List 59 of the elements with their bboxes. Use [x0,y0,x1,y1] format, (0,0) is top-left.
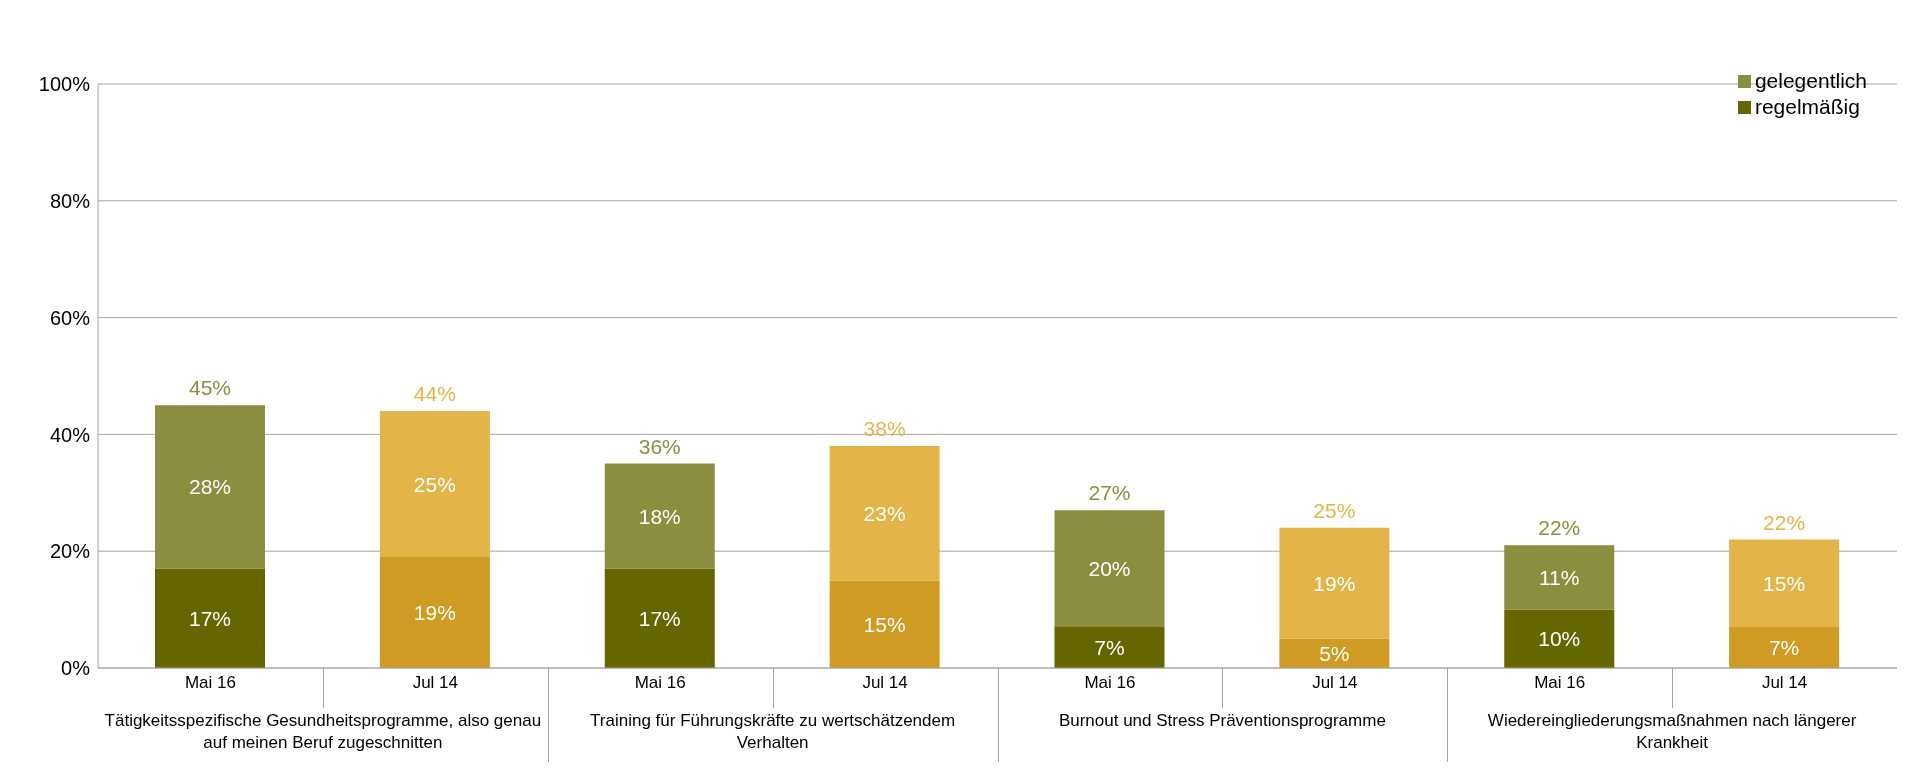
data-label: 25% [413,472,456,496]
bar [829,580,940,668]
total-label: 22% [1538,516,1581,540]
total-label: 22% [1763,510,1806,534]
y-tick-label: 20% [49,540,91,563]
data-label: 7% [1768,636,1800,660]
total-label: 27% [1088,481,1131,505]
x-tick-label: Mai 16 [1084,673,1136,693]
y-tick-label: 60% [49,306,91,329]
bar [1504,545,1615,610]
total-label: 44% [413,382,456,406]
bar [155,568,265,668]
bar [1054,627,1165,668]
legend-label: regelmäßig [1754,94,1860,120]
x-tick-label: Mai 16 [184,673,236,693]
x-tick-label: Jul 14 [412,673,458,693]
bar [829,446,940,581]
bar [379,557,490,668]
text: Training für Führungskräfte zu wertschätzendem Verhalten [589,710,957,754]
total-label: 25% [1313,498,1356,522]
legend-label: gelegentlich [1754,68,1867,94]
data-label: 28% [188,475,232,499]
y-tick-label: 40% [49,423,91,446]
data-label: 7% [1094,636,1125,660]
data-label: 19% [1313,571,1356,595]
data-label: 5% [1319,641,1350,665]
bar [604,463,715,569]
x-tick-label: Jul 14 [1761,673,1808,693]
bar [604,568,715,668]
total-label: 38% [863,417,906,441]
y-tick-label: 0% [61,657,91,680]
data-label: 19% [413,601,456,625]
data-label: 17% [638,606,681,630]
x-tick-label: Mai 16 [634,673,686,693]
x-tick-label: Mai 16 [1534,673,1586,693]
y-tick-label: 80% [49,189,91,212]
data-label: 10% [1538,627,1581,651]
total-label: 45% [188,376,232,400]
total-label: 36% [638,434,681,458]
y-tick-label: 100% [38,73,91,96]
text: Wiedereingliederungsmaßnahmen nach längerer Krankheit [1486,710,1858,754]
bar [1729,627,1840,668]
bar [1504,609,1615,668]
data-label: 17% [188,606,232,630]
data-label: 18% [638,504,681,528]
bar [379,411,490,558]
data-label: 23% [863,501,906,525]
data-label: 15% [1763,571,1806,595]
bar [155,405,265,569]
data-label: 15% [863,612,906,636]
bar [1054,510,1165,628]
text: Tätigkeitsspezifische Gesundheitsprogramme, also genau auf meinen Beruf zugeschnitten [104,710,542,754]
x-tick-label: Jul 14 [1312,673,1358,693]
data-label: 11% [1539,565,1580,589]
x-tick-label: Jul 14 [862,673,908,693]
bar [1729,539,1840,628]
bar [1279,527,1390,639]
text: Burnout und Stress Präventionsprogramme [1057,710,1387,732]
data-label: 20% [1088,557,1131,581]
